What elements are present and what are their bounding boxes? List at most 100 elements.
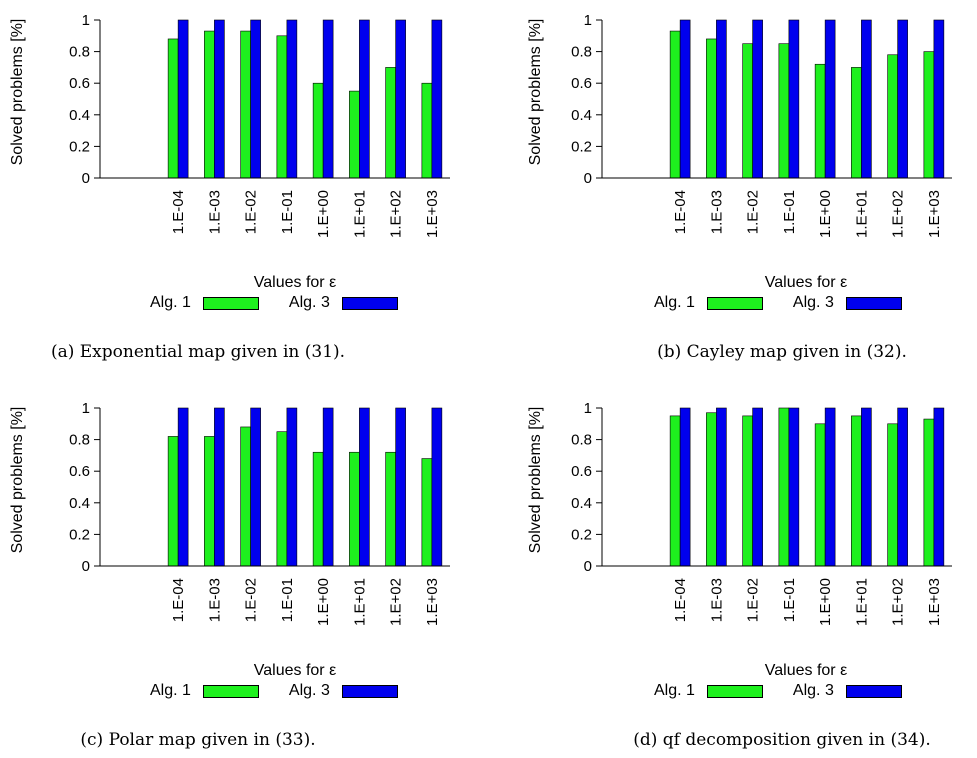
bar-alg3 [286,407,298,567]
bar-alg1 [778,407,790,567]
y-tick-label: 0 [82,170,90,187]
bar-alg1 [851,415,862,567]
bar-alg3 [322,407,334,567]
x-axis-label: Values for ε [253,274,337,291]
y-tick-label: 0.8 [571,432,592,449]
x-tick-label: 1.E+00 [817,578,834,626]
bar-alg1 [385,451,396,567]
bar-alg1 [706,412,717,567]
x-axis-label: Values for ε [764,662,848,679]
bar-alg1 [421,82,433,179]
x-tick-label: 1.E+01 [351,578,368,626]
bar-alg1 [349,90,360,179]
x-tick-label: 1.E+00 [315,578,332,626]
x-tick-label: 1.E-01 [279,190,296,234]
x-tick-label: 1.E-03 [708,190,725,234]
bar-alg3 [395,407,406,567]
bar-alg1 [204,436,215,567]
bar-alg1 [887,54,898,179]
y-tick-label: 0 [584,170,592,187]
y-tick-label: 1 [82,12,90,29]
bar-alg1 [669,415,681,567]
y-tick-label: 0.6 [571,75,592,92]
figure-caption: (d) qf decomposition given in (34). [633,730,931,750]
y-tick-label: 0.6 [69,75,90,92]
y-axis-label: Solved problems [%] [9,18,26,166]
legend: Alg. 1 Alg. 3 [150,294,398,312]
y-tick-label: 0.4 [571,495,592,512]
bar-alg3 [250,19,261,179]
bar-alg1 [421,458,433,567]
bar-alg1 [167,436,179,567]
bar-alg3 [788,19,800,179]
bar-chart-d: 0 0.2 0.4 0.6 0.8 1 1.E-04 1.E-03 1.E-02 1.E-01 1.… [571,400,952,626]
x-tick-label: 1.E+01 [853,190,870,238]
bar-alg3 [286,19,298,179]
x-tick-label: 1.E-01 [781,578,798,622]
legend-label-alg1: Alg. 1 [654,682,695,699]
bar-alg1 [276,35,288,179]
x-tick-label: 1.E-01 [279,578,296,622]
bar-alg1 [742,415,753,567]
figure-caption: (c) Polar map given in (33). [80,730,316,750]
x-tick-label: 1.E-03 [708,578,725,622]
x-tick-label: 1.E+01 [853,578,870,626]
bar-alg3 [897,19,908,179]
bar-alg1 [385,67,396,179]
bar-alg1 [887,423,898,567]
bar-chart-b: 0 0.2 0.4 0.6 0.8 1 1.E-04 1.E-03 1.E-02 1.E-01 1.… [571,12,952,238]
y-tick-label: 0.2 [571,138,592,155]
x-axis-label: Values for ε [764,274,848,291]
x-tick-label: 1.E+02 [890,190,907,238]
bar-alg1 [240,426,251,567]
x-tick-label: 1.E+03 [926,190,943,238]
bar-alg3 [824,19,836,179]
y-tick-label: 1 [82,400,90,417]
legend: Alg. 1 Alg. 3 [654,294,902,312]
figure-caption: (a) Exponential map given in (31). [50,342,346,362]
bar-alg3 [177,407,189,567]
x-tick-label: 1.E+02 [890,578,907,626]
bar-alg3 [177,19,189,179]
y-tick-label: 0.4 [571,107,592,124]
bar-alg3 [679,19,691,179]
y-tick-label: 0.2 [571,526,592,543]
y-axis-label: Solved problems [%] [527,18,544,166]
y-tick-label: 0.6 [69,463,90,480]
y-tick-label: 0.8 [571,44,592,61]
y-tick-label: 0 [82,558,90,575]
bar-alg1 [276,431,288,567]
x-axis-label: Values for ε [253,662,337,679]
y-tick-label: 0.6 [571,463,592,480]
x-tick-label: 1.E+03 [424,578,441,626]
x-tick-label: 1.E-03 [206,190,223,234]
y-tick-label: 0.2 [69,138,90,155]
bar-alg1 [923,418,935,567]
legend-swatch-alg3 [341,684,398,698]
bar-alg1 [349,451,360,567]
x-tick-label: 1.E-01 [781,190,798,234]
legend-label-alg3: Alg. 3 [288,682,330,699]
bar-alg1 [742,43,753,179]
bar-alg1 [312,82,324,179]
bar-alg3 [431,19,443,179]
bar-alg3 [861,19,872,179]
bar-alg1 [312,451,324,567]
bar-alg1 [706,38,717,179]
y-tick-label: 0.4 [69,107,90,124]
x-tick-label: 1.E-02 [745,190,762,234]
y-tick-label: 1 [584,12,592,29]
legend-label-alg1: Alg. 1 [150,294,191,311]
legend-swatch-alg1 [202,684,259,698]
bar-alg3 [214,19,225,179]
legend-label-alg1: Alg. 1 [150,682,191,699]
x-tick-label: 1.E-04 [170,190,187,234]
legend-swatch-alg3 [341,296,398,310]
legend: Alg. 1 Alg. 3 [150,682,398,700]
bar-alg1 [814,63,826,179]
bar-alg3 [897,407,908,567]
x-tick-label: 1.E-02 [243,578,260,622]
bar-alg3 [788,407,800,567]
bar-alg1 [669,30,681,179]
bar-alg1 [851,67,862,179]
